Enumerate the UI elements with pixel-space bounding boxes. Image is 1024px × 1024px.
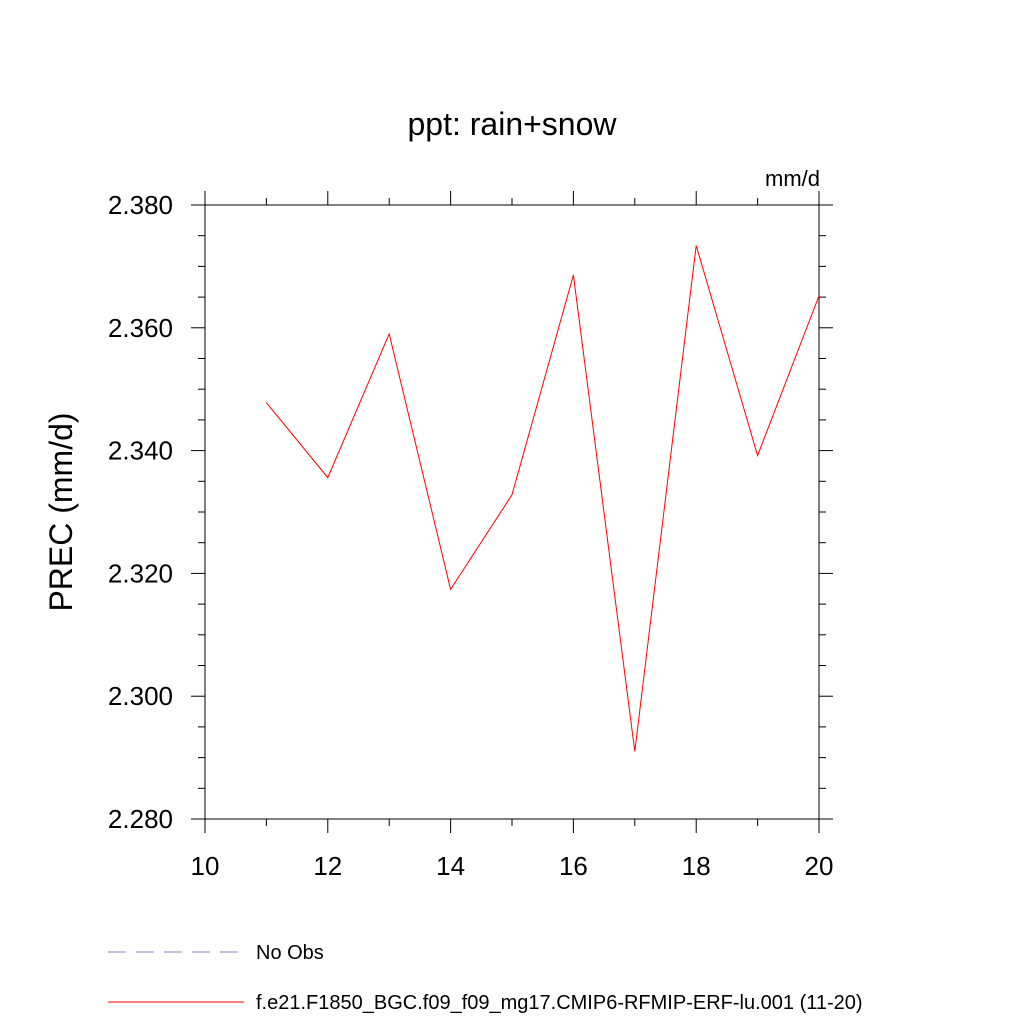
legend-entry: f.e21.F1850_BGC.f09_f09_mg17.CMIP6-RFMIP…: [256, 992, 863, 1014]
units-label: mm/d: [765, 166, 820, 191]
y-tick-label: 2.340: [108, 436, 173, 466]
y-tick-label: 2.380: [108, 190, 173, 220]
x-tick-label: 10: [191, 851, 220, 881]
x-tick-label: 20: [805, 851, 834, 881]
x-tick-label: 18: [682, 851, 711, 881]
axis-tick-labels: 10 12 14 16 18 20 2.280 2.300 2.320 2.340 2.360 2.3…: [108, 190, 834, 881]
y-tick-label: 2.280: [108, 804, 173, 834]
x-tick-label: 12: [313, 851, 342, 881]
x-tick-label: 16: [559, 851, 588, 881]
plot-frame: [204, 204, 820, 820]
y-tick-label: 2.300: [108, 681, 173, 711]
y-tick-label: 2.320: [108, 558, 173, 588]
y-axis-label: PREC (mm/d): [43, 412, 79, 611]
series-line: [266, 245, 820, 752]
y-tick-label: 2.360: [108, 313, 173, 343]
x-tick-label: 14: [436, 851, 465, 881]
axis-ticks: [191, 191, 833, 833]
legend-entry: No Obs: [256, 942, 324, 964]
legend: No Obs f.e21.F1850_BGC.f09_f09_mg17.CMIP6…: [108, 942, 863, 1014]
chart-title: ppt: rain+snow: [407, 106, 617, 142]
data-lines: [266, 245, 820, 752]
